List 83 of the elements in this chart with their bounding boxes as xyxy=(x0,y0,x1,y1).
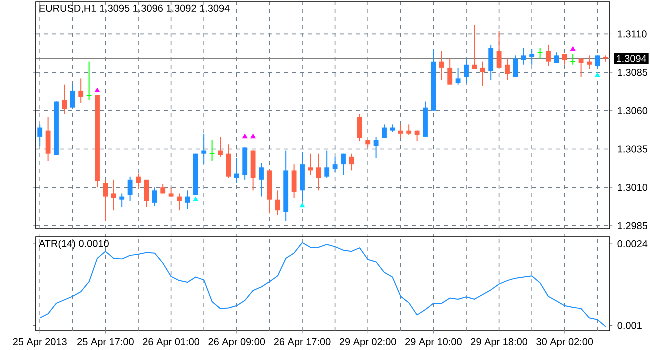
candlestick xyxy=(332,156,338,173)
candlestick xyxy=(554,52,560,64)
chart-title: EURUSD,H1 1.3095 1.3096 1.3092 1.3094 xyxy=(40,4,230,14)
candlestick xyxy=(86,61,92,101)
candlestick xyxy=(120,193,125,208)
x-tick-label: 26 Apr 09:00 xyxy=(208,338,266,348)
candlestick xyxy=(496,30,502,68)
candlestick xyxy=(128,176,133,202)
candlestick xyxy=(595,55,600,70)
candlestick xyxy=(275,190,280,216)
candlestick xyxy=(439,50,444,81)
candlestick xyxy=(472,24,478,70)
candlestick xyxy=(38,124,43,147)
x-tick-label: 29 Apr 02:00 xyxy=(340,338,396,348)
point xyxy=(595,72,600,78)
y-tick-label: 1.3060 xyxy=(618,107,648,114)
x-tick-label: 25 Apr 2013 xyxy=(13,338,67,348)
candlestick xyxy=(316,153,322,192)
candlestick xyxy=(292,164,297,199)
point xyxy=(193,196,198,202)
candlestick xyxy=(382,124,387,140)
candlestick xyxy=(406,124,412,136)
chart-title: ATR(14) 0.0010 xyxy=(38,240,109,250)
y-tick-label: 1.2985 xyxy=(618,222,648,230)
candlestick xyxy=(259,162,264,198)
y-tick-label: 1.3085 xyxy=(618,69,648,76)
x-tick-label: 30 Apr 02:00 xyxy=(536,338,594,348)
candlestick xyxy=(357,113,362,142)
candlestick xyxy=(234,158,240,184)
candlestick xyxy=(46,116,51,162)
candlestick xyxy=(308,153,314,176)
candlestick xyxy=(513,55,518,78)
candlestick xyxy=(570,54,576,66)
point xyxy=(300,203,306,208)
x-tick-label: 26 Apr 17:00 xyxy=(274,338,331,348)
candlestick xyxy=(587,55,592,70)
y-tick-label: 1.3010 xyxy=(618,184,648,192)
candlestick xyxy=(103,179,108,222)
x-tick-label: 26 Apr 01:00 xyxy=(143,338,200,348)
candlestick xyxy=(341,153,346,176)
candlestick xyxy=(521,48,526,66)
candlestick xyxy=(448,58,453,86)
candlestick xyxy=(456,67,461,86)
candlestick xyxy=(324,150,330,179)
point xyxy=(250,134,256,139)
x-tick-label: 29 Apr 10:00 xyxy=(406,338,462,348)
candlestick xyxy=(226,144,232,179)
y-tick-label: 1.3035 xyxy=(618,146,648,153)
candlestick xyxy=(349,153,354,172)
candlestick xyxy=(177,193,182,212)
candlestick xyxy=(530,49,535,66)
candlestick xyxy=(218,136,223,158)
candlestick xyxy=(209,140,216,162)
ref-line-label: 1.3094 xyxy=(617,55,647,62)
y-tick-label: 0.0024 xyxy=(618,240,648,248)
x-tick-label: 29 Apr 18:00 xyxy=(471,338,528,348)
point xyxy=(94,88,100,93)
candlestick xyxy=(78,78,84,104)
candlestick xyxy=(111,179,116,212)
candlestick xyxy=(488,44,494,81)
candlestick xyxy=(398,124,404,140)
candlestick xyxy=(144,179,150,208)
candlestick xyxy=(136,173,141,190)
candlestick xyxy=(152,187,158,206)
candlestick xyxy=(374,136,379,159)
y-tick-label: 0.001 xyxy=(618,322,642,330)
candlestick xyxy=(185,190,190,210)
candlestick xyxy=(578,58,584,78)
candlestick xyxy=(168,187,174,198)
candlestick xyxy=(480,61,486,87)
candlestick xyxy=(62,84,68,114)
candlestick xyxy=(70,84,76,108)
candlestick xyxy=(505,58,510,81)
point xyxy=(242,134,248,139)
candlestick xyxy=(537,48,544,60)
line-series xyxy=(40,242,606,328)
candlestick xyxy=(546,44,551,67)
candlestick xyxy=(202,133,207,166)
x-tick-label: 25 Apr 17:00 xyxy=(78,338,134,348)
candlestick xyxy=(464,58,469,84)
y-tick-label: 1.3110 xyxy=(618,30,647,38)
point xyxy=(570,46,576,52)
candlestick xyxy=(562,54,568,66)
